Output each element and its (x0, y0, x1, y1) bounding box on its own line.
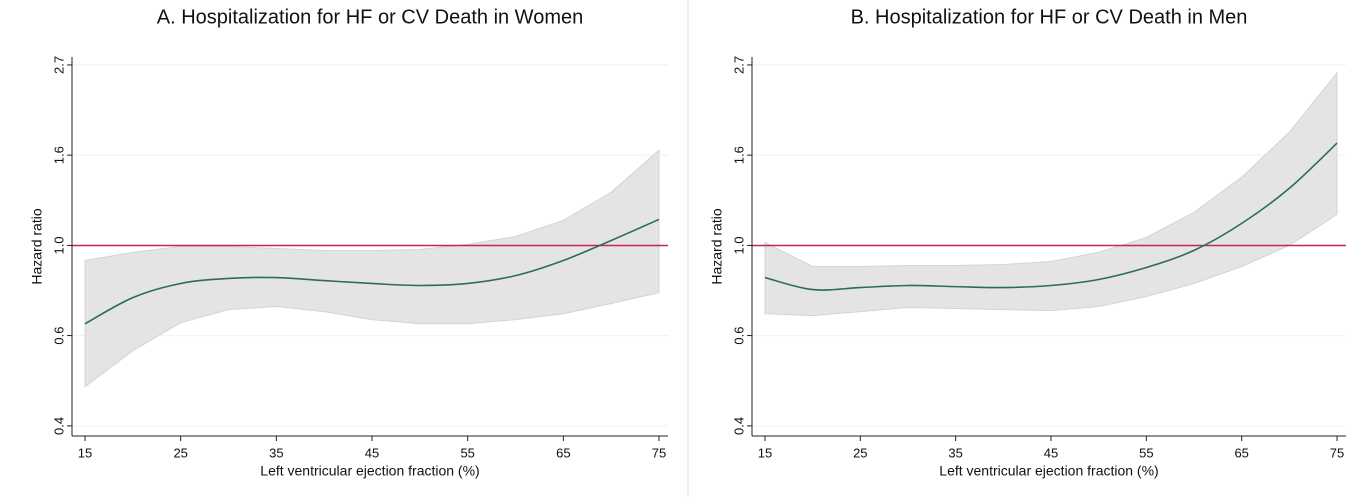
y-tick-label: 1.6 (731, 146, 746, 164)
y-tick-label: 1.6 (51, 146, 66, 164)
y-axis-title: Hazard ratio (709, 208, 725, 284)
y-tick-label: 0.6 (51, 327, 66, 345)
x-tick-label: 65 (556, 445, 570, 460)
x-tick-label: 45 (365, 445, 379, 460)
chart-title: B. Hospitalization for HF or CV Death in… (851, 6, 1248, 28)
y-tick-label: 2.7 (51, 56, 66, 74)
x-tick-label: 75 (1330, 445, 1344, 460)
y-tick-label: 0.6 (731, 327, 746, 345)
x-axis-title: Left ventricular ejection fraction (%) (260, 463, 479, 479)
confidence-band (84, 149, 660, 388)
y-tick-label: 2.7 (731, 56, 746, 74)
chart-title: A. Hospitalization for HF or CV Death in… (157, 6, 583, 28)
x-tick-label: 35 (269, 445, 283, 460)
x-tick-label: 45 (1044, 445, 1058, 460)
confidence-band (764, 71, 1338, 317)
x-tick-label: 75 (652, 445, 666, 460)
x-tick-label: 25 (853, 445, 867, 460)
y-tick-label: 1.0 (731, 236, 746, 254)
x-tick-label: 55 (1139, 445, 1153, 460)
hazard-ratio-line (764, 142, 1338, 291)
x-tick-label: 15 (758, 445, 772, 460)
y-tick-label: 0.4 (731, 417, 746, 435)
x-tick-label: 55 (460, 445, 474, 460)
y-tick-label: 0.4 (51, 417, 66, 435)
x-axis-title: Left ventricular ejection fraction (%) (939, 463, 1158, 479)
x-tick-label: 25 (173, 445, 187, 460)
x-tick-label: 65 (1234, 445, 1248, 460)
y-tick-label: 1.0 (51, 236, 66, 254)
y-axis-title: Hazard ratio (29, 208, 45, 284)
hazard-ratio-line (84, 218, 660, 325)
x-tick-label: 15 (78, 445, 92, 460)
x-tick-label: 35 (948, 445, 962, 460)
